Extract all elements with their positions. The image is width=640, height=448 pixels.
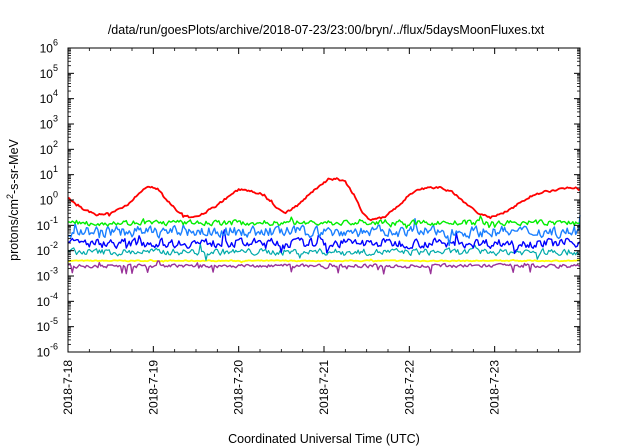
y-tick-label: 10-4 (37, 291, 58, 309)
y-tick-label: 10-3 (37, 266, 58, 284)
series-line-4 (67, 243, 581, 261)
y-axis-title-base: protons/cm (7, 199, 21, 261)
x-tick-label: 2018-7-21 (317, 360, 331, 415)
y-tick-label: 103 (40, 114, 58, 132)
y-ticks: 10-6 10-5 10-4 10-3 10-2 10-1 100 101 102 103 104 1… (37, 38, 580, 360)
x-tick-label: 2018-7-18 (61, 360, 75, 415)
series-line-2 (67, 215, 581, 247)
y-tick-label: 100 (40, 190, 58, 208)
x-tick-label: 2018-7-19 (146, 360, 160, 415)
chart-title: /data/run/goesPlots/archive/2018-07-23/2… (108, 23, 545, 37)
series-line-1 (67, 215, 581, 229)
x-tick-label: 2018-7-23 (488, 360, 502, 415)
series-line-5 (67, 258, 581, 264)
y-axis-title-rest: -s-sr-MeV (7, 138, 21, 194)
x-ticks: 2018-7-18 2018-7-19 2018-7-20 2018-7-21 2018… (61, 48, 560, 415)
y-axis-title-text: protons/cm2-s-sr-MeV (5, 138, 21, 260)
x-tick-label: 2018-7-22 (402, 360, 416, 415)
series-line-6 (67, 260, 581, 275)
y-tick-label: 10-5 (37, 316, 58, 334)
y-tick-label: 102 (40, 139, 58, 157)
y-tick-label: 10-1 (37, 215, 58, 233)
x-tick-label: 2018-7-20 (232, 360, 246, 415)
y-tick-label: 105 (40, 63, 58, 81)
series-line-0 (67, 177, 581, 222)
plot-frame (67, 47, 581, 353)
series-layer (67, 177, 581, 275)
y-axis-title-sup: 2 (5, 194, 15, 199)
x-axis-title: Coordinated Universal Time (UTC) (228, 432, 420, 446)
y-axis-title: protons/cm2-s-sr-MeV (5, 138, 21, 260)
series-line-3 (67, 229, 581, 255)
y-tick-label: 106 (40, 38, 58, 56)
y-tick-label: 104 (40, 88, 58, 106)
y-tick-label: 101 (40, 164, 58, 182)
y-tick-label: 10-2 (37, 240, 58, 258)
y-tick-label: 10-6 (37, 342, 58, 360)
